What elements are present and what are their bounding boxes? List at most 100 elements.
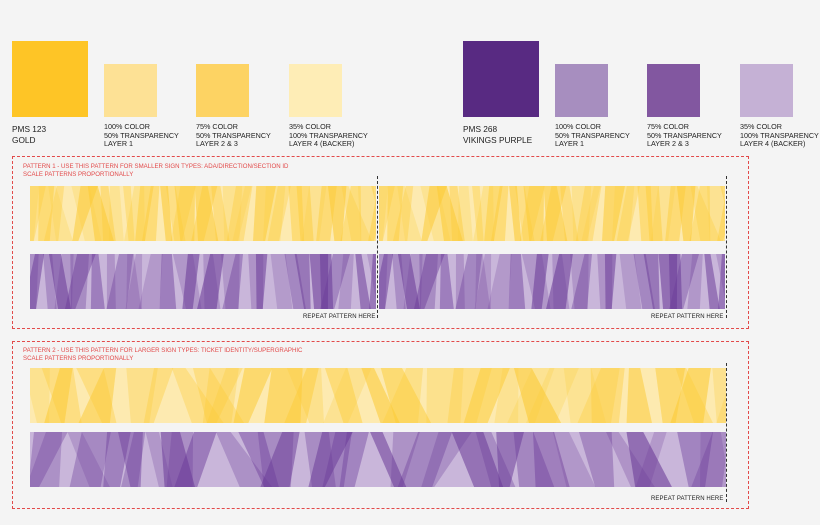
gold-pattern-stripe [135,186,154,241]
purple-v3-line-3: LAYER 4 (BACKER) [740,139,806,149]
purple-pattern-stripe [159,254,177,309]
purple-pattern-stripe [370,432,407,487]
gold-v3-line-2: 100% TRANSPARENCY [289,130,368,140]
gold-pattern-stripe [380,368,432,423]
gold-pattern-stripe [575,186,602,241]
purple-pattern-stripe [668,254,683,309]
purple-pattern-stripe [451,432,504,487]
purple-variant-label-2: 75% COLOR 50% TRANSPARENCY LAYER 2 & 3 [647,122,722,149]
gold-pattern-stripe [637,186,654,241]
pattern-1-repeat-line-2 [726,176,727,318]
gold-pattern-stripe [463,368,510,423]
gold-pattern-stripe [397,186,422,241]
purple-pattern-stripe [125,254,143,309]
purple-pattern-stripe [106,254,134,309]
purple-pattern-stripe [414,254,445,309]
gold-pattern-stripe [717,197,725,241]
gold-pattern-stripe [288,186,305,241]
pattern-1-gold-band-left [30,186,376,241]
purple-pattern-stripe [30,254,45,309]
purple-pattern-stripe [390,432,420,487]
gold-pattern-stripe [720,186,725,205]
gold-v1-line-2: 50% TRANSPARENCY [104,130,179,140]
pattern-2-subtitle: SCALE PATTERNS PROPORTIONALLY [23,355,134,362]
gold-pattern-stripe [581,186,601,241]
gold-pattern-stripe [651,186,676,241]
purple-pattern-stripe [533,432,570,487]
purple-pattern-stripe [487,254,512,309]
purple-pattern-stripe [704,254,720,309]
purple-pattern-stripe [619,254,642,309]
gold-pattern-stripe [368,197,376,241]
purple-pattern-stripe [90,254,105,309]
purple-primary-label: PMS 268 VIKINGS PURPLE [463,124,532,145]
purple-pattern-stripe [70,254,90,309]
purple-v2-line-2: 50% TRANSPARENCY [647,130,722,140]
gold-pattern-stripe [626,368,652,423]
gold-pattern-stripe [174,186,196,241]
gold-variant-swatch-2 [196,64,249,117]
gold-pattern-stripe [253,186,276,241]
purple-pattern-stripe [508,254,526,309]
pattern-1-repeat-label-2: REPEAT PATTERN HERE [651,314,724,320]
gold-pattern-stripe [38,186,55,241]
gold-pattern-stripe [616,186,640,241]
purple-pattern-stripe [677,432,714,487]
gold-pattern-stripe [523,186,545,241]
gold-variant-label-3: 35% COLOR 100% TRANSPARENCY LAYER 4 (BAC… [289,122,368,149]
gold-pattern-stripe [712,368,726,423]
purple-pattern-stripe [221,254,240,309]
gold-v1-line-1: 100% COLOR [104,122,150,131]
pattern-1-frame [12,156,749,329]
gold-pattern-stripe [226,186,253,241]
purple-v1-line-3: LAYER 1 [555,139,585,149]
purple-pattern-stripe [635,432,667,487]
gold-pattern-stripe [513,368,562,423]
purple-pattern-stripe [571,254,592,309]
purple-pattern-stripe [255,254,268,309]
gold-pattern-stripe [191,186,218,241]
purple-pattern-stripe [216,432,273,487]
gold-pattern-stripe [519,186,545,241]
gold-pattern-stripe [78,368,117,423]
purple-variant-swatch-3 [740,64,793,117]
gold-pattern-stripe [142,186,160,241]
purple-v3-line-1: 35% COLOR [740,122,782,131]
gold-variant-label-1: 100% COLOR 50% TRANSPARENCY LAYER 1 [104,122,179,149]
purple-pattern-stripe [546,254,573,309]
purple-pattern-stripe [455,254,483,309]
gold-pattern-stripe [108,186,124,241]
gold-pattern-stripe [525,368,579,423]
gold-pattern-stripe [30,186,40,241]
gold-pattern-stripe [590,368,625,423]
purple-pattern-stripe [626,432,672,487]
purple-pattern-stripe [397,254,420,309]
purple-pattern-stripe [322,432,352,487]
gold-pattern-stripe [192,368,245,423]
gold-pattern-stripe [716,392,726,423]
gold-pattern-stripe [341,186,373,241]
gold-pattern-stripe [286,368,324,423]
purple-pattern-stripe [182,254,200,309]
gold-pattern-stripe [571,186,592,241]
gold-variant-label-2: 75% COLOR 50% TRANSPARENCY LAYER 2 & 3 [196,122,271,149]
pattern-2-gold-band [30,368,726,423]
gold-v1-line-3: LAYER 1 [104,139,134,149]
purple-pattern-stripe [160,432,196,487]
purple-pattern-stripe [369,254,376,309]
purple-pattern-stripe [687,254,703,309]
gold-pattern-stripe [612,186,635,241]
gold-pattern-stripe [206,368,239,423]
gold-pattern-stripe [302,186,327,241]
purple-pattern-stripe [174,432,217,487]
gold-pattern-stripe [123,186,135,241]
gold-pattern-stripe [327,186,347,241]
purple-pattern-stripe [570,254,589,309]
purple-pattern-stripe [106,254,116,309]
purple-pattern-stripe [439,254,454,309]
gold-pattern-stripe [387,186,404,241]
pattern-1-subtitle: SCALE PATTERNS PROPORTIONALLY [23,171,134,178]
gold-pattern-stripe [171,368,224,423]
purple-color-name: VIKINGS PURPLE [463,134,533,145]
purple-pattern-stripe [403,254,423,309]
